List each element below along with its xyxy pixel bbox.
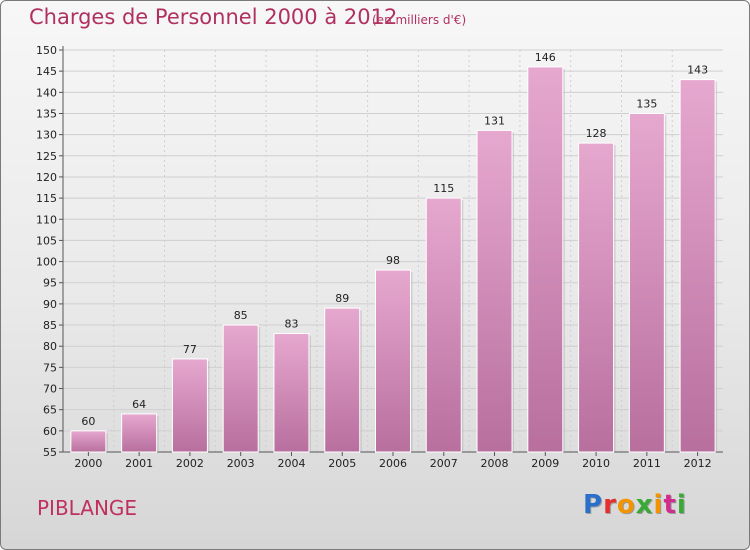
- x-tick-label: 2011: [633, 457, 661, 470]
- x-tick-label: 2002: [176, 457, 204, 470]
- x-tick-label: 2004: [277, 457, 305, 470]
- bar-value-label: 146: [535, 51, 556, 64]
- y-tick-label: 115: [36, 192, 57, 205]
- x-axis-ticks: 2000 2001 2002 2003 2004 2005 2006 2007 2008 2009…: [74, 452, 712, 470]
- chart-title: Charges de Personnel 2000 à 2012: [29, 5, 398, 29]
- bar-value-label: 135: [636, 97, 657, 110]
- bar-2001: [121, 413, 158, 453]
- bar-2000: [70, 430, 107, 453]
- x-tick-label: 2012: [684, 457, 712, 470]
- logo-letter: i: [676, 490, 687, 520]
- y-tick-label: 110: [36, 213, 57, 226]
- proxiti-logo[interactable]: Proxiti: [583, 490, 687, 520]
- y-tick-label: 105: [36, 234, 57, 247]
- y-tick-label: 70: [43, 383, 57, 396]
- bar-value-label: 77: [183, 343, 197, 356]
- y-tick-label: 100: [36, 256, 57, 269]
- y-axis-ticks: 55 60 65 70 75 80 85 90 95 100 105 110 115 120 125 130 1…: [36, 44, 63, 459]
- x-tick-label: 2006: [379, 457, 407, 470]
- y-tick-label: 130: [36, 129, 57, 142]
- bar-2002: [171, 358, 208, 453]
- y-tick-label: 60: [43, 425, 57, 438]
- bar-2012: [679, 79, 716, 453]
- y-tick-label: 150: [36, 44, 57, 57]
- x-tick-label: 2003: [227, 457, 255, 470]
- commune-name: PIBLANGE: [37, 496, 138, 520]
- y-tick-label: 90: [43, 298, 57, 311]
- unit-note: (en milliers d'€): [372, 13, 467, 27]
- bar-value-label: 89: [335, 292, 349, 305]
- logo-letter: r: [603, 490, 617, 520]
- bar-2005: [324, 307, 361, 453]
- logo-letter: x: [635, 490, 654, 520]
- x-tick-label: 2001: [125, 457, 153, 470]
- bar-value-label: 83: [284, 318, 298, 331]
- x-tick-label: 2000: [74, 457, 102, 470]
- x-tick-label: 2009: [531, 457, 559, 470]
- bar-value-label: 115: [433, 182, 454, 195]
- logo-letter: P: [583, 490, 604, 520]
- bar-value-label: 64: [132, 398, 146, 411]
- logo-letter: t: [663, 490, 677, 520]
- bar-2007: [425, 197, 462, 453]
- bar-value-label: 60: [81, 415, 95, 428]
- bar-value-label: 98: [386, 254, 400, 267]
- bar-2009: [527, 66, 564, 453]
- bar-2004: [273, 333, 310, 453]
- y-tick-label: 95: [43, 277, 57, 290]
- y-tick-label: 120: [36, 171, 57, 184]
- logo-letter: o: [616, 490, 636, 520]
- bar-value-label: 131: [484, 114, 505, 127]
- x-tick-label: 2010: [582, 457, 610, 470]
- bar-2006: [375, 269, 411, 453]
- y-tick-label: 85: [43, 319, 57, 332]
- bar-2008: [476, 129, 513, 453]
- x-tick-label: 2007: [430, 457, 458, 470]
- y-tick-label: 55: [43, 446, 57, 459]
- y-tick-label: 135: [36, 107, 57, 120]
- bars: 60 64 77 85 83 89 98 115 131 146 128 135 143: [70, 51, 718, 453]
- bar-value-label: 143: [687, 64, 708, 77]
- logo-letter: i: [653, 490, 664, 520]
- y-tick-label: 75: [43, 361, 57, 374]
- bar-2011: [628, 112, 665, 453]
- bar-value-label: 85: [234, 309, 248, 322]
- y-tick-label: 65: [43, 404, 57, 417]
- y-tick-label: 125: [36, 150, 57, 163]
- y-tick-label: 80: [43, 340, 57, 353]
- bar-value-label: 128: [586, 127, 607, 140]
- x-tick-label: 2005: [328, 457, 356, 470]
- y-tick-label: 140: [36, 86, 57, 99]
- bar-2003: [222, 324, 259, 453]
- y-tick-label: 145: [36, 65, 57, 78]
- x-tick-label: 2008: [481, 457, 509, 470]
- bar-2010: [578, 142, 615, 453]
